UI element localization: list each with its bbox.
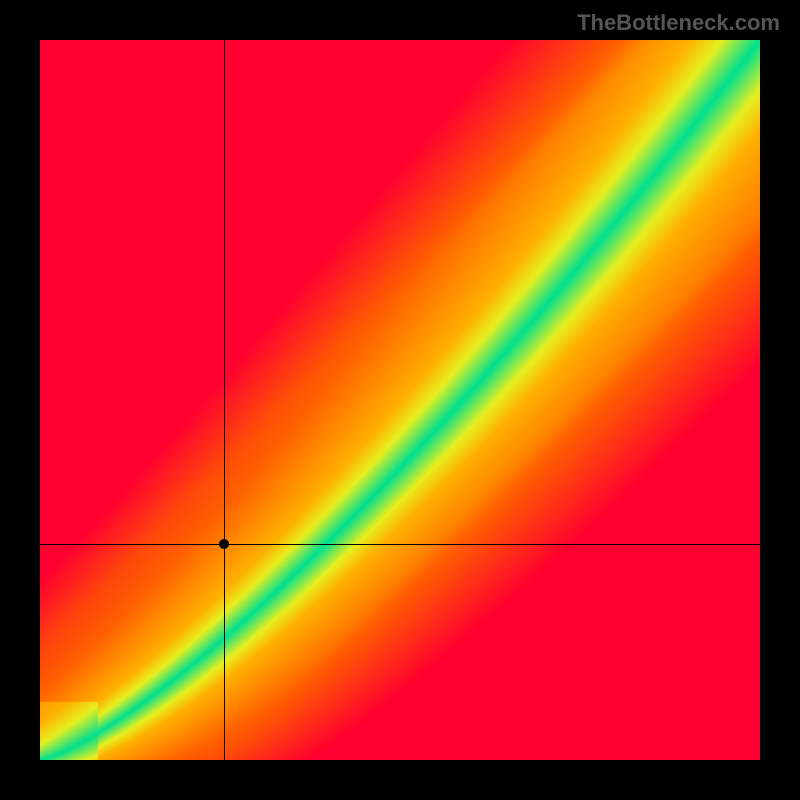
bottleneck-heatmap — [40, 40, 760, 760]
heatmap-frame — [40, 40, 760, 760]
marker-dot — [219, 539, 229, 549]
watermark-text: TheBottleneck.com — [577, 10, 780, 36]
crosshair-horizontal — [40, 544, 760, 545]
crosshair-vertical — [224, 40, 225, 760]
